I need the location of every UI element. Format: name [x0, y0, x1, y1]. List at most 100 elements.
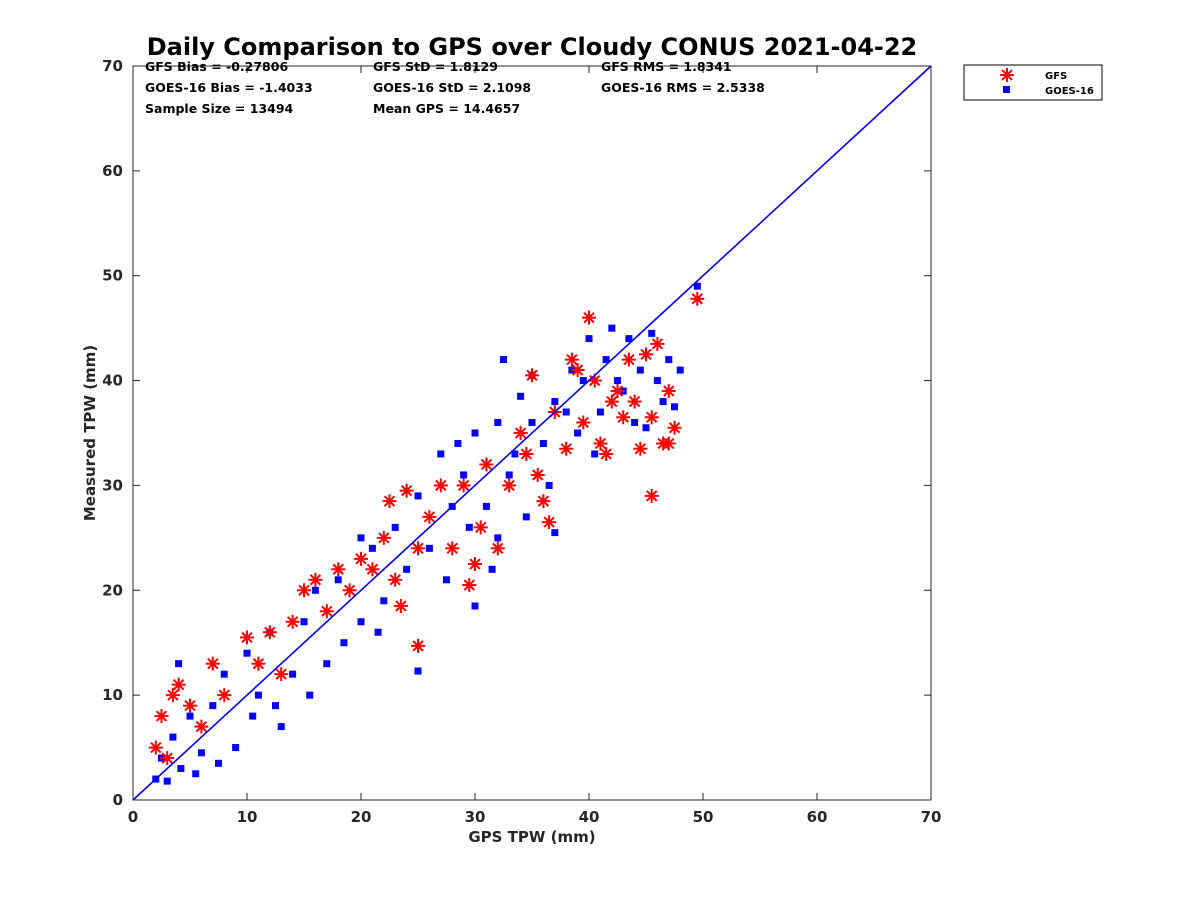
gfs-point — [171, 677, 186, 692]
goes-point — [676, 366, 684, 374]
goes-point — [215, 759, 222, 767]
gfs-point — [627, 394, 642, 409]
goes-point — [482, 502, 490, 510]
goes-point — [625, 335, 633, 343]
gfs-point — [644, 488, 659, 503]
gfs-point — [393, 599, 408, 614]
gfs-point — [148, 740, 163, 755]
goes-point — [169, 733, 177, 741]
gfs-point — [661, 384, 676, 399]
goes-point — [374, 628, 382, 636]
gfs-point — [468, 557, 482, 572]
goes-point — [323, 660, 331, 668]
gfs-point — [399, 483, 414, 498]
stat-gfs-std: GFS StD = 1.8129 — [373, 59, 498, 74]
goes-point — [596, 408, 604, 416]
y-tick-label: 50 — [102, 267, 123, 285]
goes-point — [414, 492, 422, 500]
goes-point — [311, 586, 319, 594]
gfs-point — [160, 751, 175, 766]
goes-point — [522, 513, 530, 521]
goes-point — [243, 649, 251, 657]
gfs-point — [183, 698, 197, 713]
gfs-point — [473, 520, 488, 535]
goes-point — [471, 602, 479, 610]
goes-point — [220, 670, 228, 678]
gfs-point — [165, 688, 180, 703]
goes-point — [591, 450, 599, 458]
gfs-point — [502, 478, 517, 493]
gfs-point — [154, 709, 169, 724]
stat-sample-size: Sample Size = 13494 — [145, 101, 294, 116]
goes-point — [528, 419, 536, 427]
goes-point — [511, 450, 519, 458]
goes-point — [177, 765, 185, 773]
goes-point — [636, 366, 644, 374]
x-tick-label: 40 — [579, 808, 600, 826]
stats-block: GFS Bias = -0.27806 GFS StD = 1.8129 GFS… — [145, 59, 765, 116]
goes-point — [465, 523, 473, 531]
gfs-point — [570, 363, 585, 378]
goes-point — [614, 377, 621, 385]
goes-point — [642, 424, 650, 432]
gfs-point — [633, 441, 648, 456]
gfs-point — [479, 457, 494, 472]
y-tick-label: 40 — [102, 372, 123, 390]
goes-point — [209, 702, 217, 710]
gfs-point — [262, 625, 277, 640]
gfs-point — [519, 446, 534, 461]
gfs-point — [331, 562, 346, 577]
goes-point — [272, 702, 279, 710]
x-tick-label: 10 — [237, 808, 258, 826]
goes-point — [437, 450, 445, 458]
legend-goes-marker — [1003, 86, 1010, 93]
goes-point — [163, 777, 171, 785]
gfs-point — [297, 583, 311, 598]
y-tick-label: 30 — [102, 476, 123, 494]
goes-point — [391, 523, 399, 531]
gfs-point — [433, 478, 448, 493]
x-axis-label: GPS TPW (mm) — [468, 828, 595, 846]
x-tick-label: 30 — [465, 808, 486, 826]
gfs-point — [593, 436, 608, 451]
goes-point — [505, 471, 513, 479]
goes-point — [574, 429, 582, 437]
gfs-point — [604, 394, 619, 409]
goes-point — [380, 597, 388, 605]
goes-point — [585, 335, 593, 343]
goes-point — [192, 770, 200, 778]
goes-point — [648, 329, 656, 337]
goes-point — [357, 618, 365, 626]
goes-point — [334, 576, 342, 584]
goes-point — [659, 398, 667, 406]
goes-point — [500, 356, 507, 364]
gfs-point — [582, 310, 596, 325]
x-axis-ticks: 0 10 20 30 40 50 60 70 — [128, 66, 941, 826]
gfs-point — [542, 515, 557, 530]
goes-point — [693, 282, 701, 290]
goes-point — [539, 439, 547, 447]
gfs-point — [661, 436, 676, 451]
gfs-point — [274, 667, 289, 682]
goes-point — [414, 667, 422, 675]
goes-point — [551, 529, 559, 537]
gfs-point — [576, 415, 591, 430]
goes-point — [232, 744, 240, 752]
one-to-one-line — [132, 65, 932, 801]
gfs-point — [536, 494, 551, 509]
gfs-point — [251, 656, 266, 671]
goes-point — [186, 712, 194, 720]
gfs-point — [342, 583, 357, 598]
gfs-point — [530, 467, 545, 482]
gfs-point — [411, 541, 425, 556]
gfs-point — [513, 426, 528, 440]
goes-point — [300, 618, 308, 626]
gfs-point — [240, 630, 254, 645]
goes-point — [494, 419, 502, 427]
gfs-point — [194, 719, 209, 734]
gfs-point — [616, 410, 631, 425]
legend-gfs-label: GFS — [1045, 71, 1067, 82]
goes-point — [494, 534, 502, 542]
goes-point — [306, 691, 314, 699]
x-tick-label: 60 — [807, 808, 828, 826]
